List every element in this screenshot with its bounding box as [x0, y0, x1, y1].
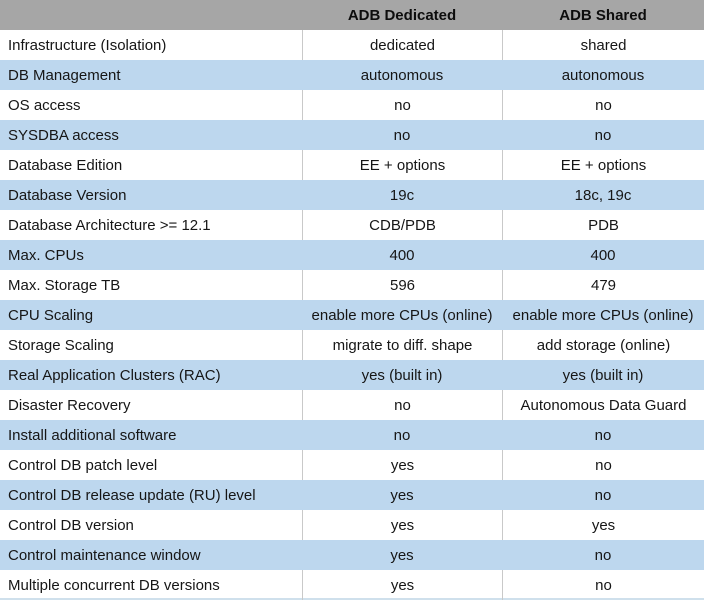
feature-cell: CPU Scaling	[8, 306, 94, 324]
adb-dedicated-cell: yes	[390, 546, 414, 564]
table-row: Disaster Recovery no Autonomous Data Gua…	[0, 390, 704, 420]
table-row: CPU Scaling enable more CPUs (online) en…	[0, 300, 704, 330]
adb-dedicated-cell: enable more CPUs (online)	[311, 306, 493, 324]
adb-shared-cell: yes	[502, 510, 704, 540]
adb-dedicated-cell: EE + options	[302, 150, 502, 180]
feature-cell: Database Edition	[8, 156, 123, 174]
adb-dedicated-cell: no	[393, 126, 411, 144]
adb-dedicated-cell: 596	[302, 270, 502, 300]
table-row: Real Application Clusters (RAC) yes (bui…	[0, 360, 704, 390]
header-adb-dedicated: ADB Dedicated	[347, 6, 457, 24]
adb-dedicated-cell: dedicated	[302, 30, 502, 60]
feature-cell: Control DB patch level	[8, 456, 158, 474]
feature-cell: Max. Storage TB	[8, 276, 121, 294]
adb-dedicated-cell: no	[393, 426, 411, 444]
feature-cell: Max. CPUs	[8, 246, 84, 264]
adb-dedicated-cell: no	[302, 90, 502, 120]
table-row: Infrastructure (Isolation) dedicated sha…	[0, 30, 704, 60]
feature-cell: Infrastructure (Isolation)	[8, 36, 167, 54]
adb-shared-cell: no	[594, 426, 612, 444]
adb-dedicated-cell: 400	[389, 246, 415, 264]
adb-shared-cell: no	[594, 126, 612, 144]
adb-dedicated-cell: yes	[390, 486, 414, 504]
feature-cell: Control DB version	[8, 516, 134, 534]
adb-shared-cell: shared	[502, 30, 704, 60]
table-row: Max. CPUs 400 400	[0, 240, 704, 270]
feature-cell: Storage Scaling	[8, 336, 114, 354]
adb-dedicated-cell: yes	[302, 570, 502, 600]
table-row: Multiple concurrent DB versions yes no	[0, 570, 704, 600]
adb-shared-cell: add storage (online)	[502, 330, 704, 360]
feature-cell: DB Management	[8, 66, 121, 84]
adb-dedicated-cell: migrate to diff. shape	[302, 330, 502, 360]
table-row: Storage Scaling migrate to diff. shape a…	[0, 330, 704, 360]
adb-shared-cell: yes (built in)	[562, 366, 644, 384]
table-row: Install additional software no no	[0, 420, 704, 450]
feature-cell: Database Version	[8, 186, 127, 204]
adb-shared-cell: no	[594, 486, 612, 504]
table-row: Max. Storage TB 596 479	[0, 270, 704, 300]
header-feature-cell	[0, 0, 302, 30]
adb-dedicated-cell: yes	[302, 450, 502, 480]
table-row: SYSDBA access no no	[0, 120, 704, 150]
table-row: DB Management autonomous autonomous	[0, 60, 704, 90]
table-row: OS access no no	[0, 90, 704, 120]
table-row: Control DB patch level yes no	[0, 450, 704, 480]
table-row: Database Architecture >= 12.1 CDB/PDB PD…	[0, 210, 704, 240]
adb-shared-cell: no	[502, 90, 704, 120]
table-row: Database Edition EE + options EE + optio…	[0, 150, 704, 180]
feature-cell: Real Application Clusters (RAC)	[8, 366, 221, 384]
adb-shared-cell: 18c, 19c	[574, 186, 632, 204]
feature-cell: OS access	[8, 96, 81, 114]
adb-shared-cell: enable more CPUs (online)	[512, 306, 694, 324]
feature-cell: Install additional software	[8, 426, 177, 444]
adb-shared-cell: PDB	[502, 210, 704, 240]
adb-shared-cell: no	[502, 570, 704, 600]
adb-shared-cell: Autonomous Data Guard	[502, 390, 704, 420]
table-row: Control DB version yes yes	[0, 510, 704, 540]
feature-cell: Control maintenance window	[8, 546, 201, 564]
adb-dedicated-cell: yes	[302, 510, 502, 540]
adb-dedicated-cell: CDB/PDB	[302, 210, 502, 240]
adb-shared-cell: no	[594, 546, 612, 564]
adb-dedicated-cell: no	[302, 390, 502, 420]
feature-cell: Disaster Recovery	[8, 396, 131, 414]
adb-dedicated-cell: yes (built in)	[361, 366, 443, 384]
feature-cell: Control DB release update (RU) level	[8, 486, 256, 504]
adb-shared-cell: 479	[502, 270, 704, 300]
adb-shared-cell: 400	[590, 246, 616, 264]
table-row: Control maintenance window yes no	[0, 540, 704, 570]
feature-cell: Multiple concurrent DB versions	[8, 576, 220, 594]
header-adb-shared: ADB Shared	[559, 6, 647, 24]
feature-cell: Database Architecture >= 12.1	[8, 216, 211, 234]
table-header-row: ADB Dedicated ADB Shared	[0, 0, 704, 30]
adb-shared-cell: autonomous	[561, 66, 645, 84]
adb-shared-cell: no	[502, 450, 704, 480]
table-row: Database Version 19c 18c, 19c	[0, 180, 704, 210]
adb-dedicated-cell: 19c	[389, 186, 415, 204]
adb-shared-cell: EE + options	[502, 150, 704, 180]
adb-dedicated-cell: autonomous	[360, 66, 444, 84]
feature-cell: SYSDBA access	[8, 126, 119, 144]
table-row: Control DB release update (RU) level yes…	[0, 480, 704, 510]
